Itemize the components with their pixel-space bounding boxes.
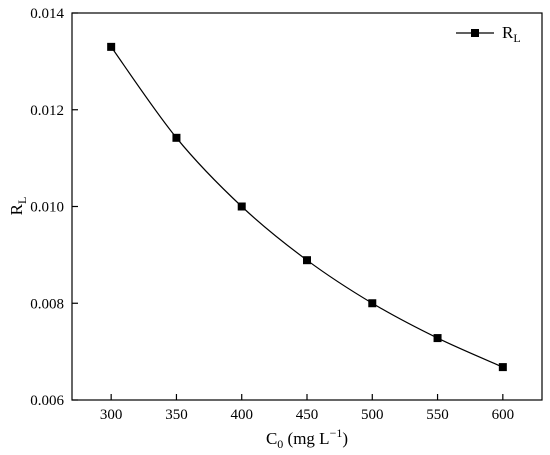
legend-marker xyxy=(471,29,479,37)
data-point xyxy=(498,363,507,372)
x-tick-label: 400 xyxy=(230,407,253,423)
data-point xyxy=(368,299,377,308)
x-axis-label: C0 (mg L−1) xyxy=(266,426,348,451)
x-tick-label: 600 xyxy=(492,407,515,423)
y-tick-label: 0.006 xyxy=(30,393,64,409)
x-tick-label: 300 xyxy=(100,407,123,423)
y-axis-ticks: 0.006 0.008 0.010 0.012 0.014 xyxy=(30,6,78,409)
x-axis-ticks: 300 350 400 450 500 550 600 xyxy=(100,394,514,423)
data-point xyxy=(303,256,311,265)
x-tick-label: 450 xyxy=(296,407,319,423)
x-tick-label: 550 xyxy=(426,407,449,423)
y-tick-label: 0.012 xyxy=(30,103,64,119)
y-tick-label: 0.008 xyxy=(30,296,64,312)
legend-label: RL xyxy=(502,23,521,45)
plot-frame xyxy=(71,12,543,401)
y-axis-label: RL xyxy=(7,197,29,216)
series-line-rl xyxy=(110,46,504,368)
data-point xyxy=(172,133,181,142)
y-tick-label: 0.014 xyxy=(30,6,64,22)
data-point xyxy=(237,202,246,211)
legend: RL xyxy=(456,23,521,45)
data-point xyxy=(107,42,116,51)
y-tick-label: 0.010 xyxy=(30,200,64,216)
x-tick-label: 500 xyxy=(361,407,384,423)
x-tick-label: 350 xyxy=(165,407,188,423)
data-point xyxy=(433,334,442,343)
series-markers xyxy=(107,42,507,372)
